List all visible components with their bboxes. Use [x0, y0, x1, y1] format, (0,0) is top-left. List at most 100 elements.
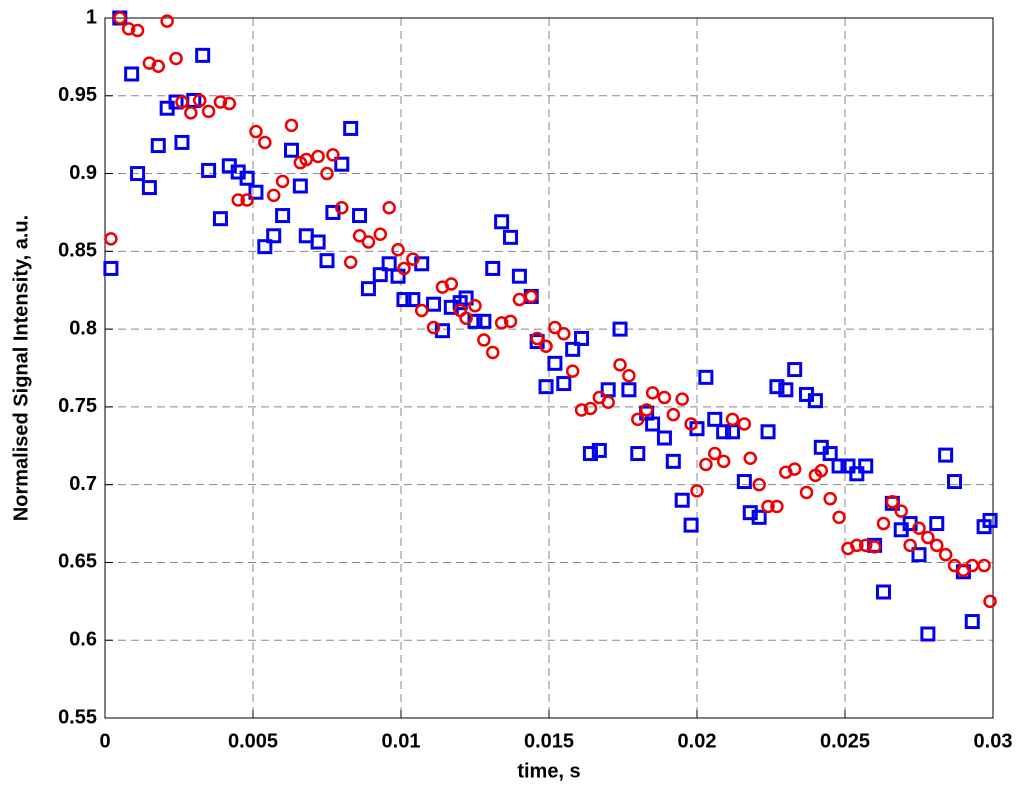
square-marker — [751, 509, 767, 525]
y-tick-label: 0.8 — [69, 317, 97, 339]
circle-marker — [320, 166, 334, 181]
circle-marker — [266, 188, 281, 203]
circle-marker — [169, 51, 183, 66]
square-marker — [511, 268, 527, 284]
square-marker — [396, 292, 412, 308]
circle-marker — [716, 454, 731, 469]
circle-marker — [867, 540, 882, 554]
square-marker — [858, 458, 874, 474]
square-marker — [168, 94, 184, 110]
square-marker — [310, 234, 326, 250]
circle-marker — [639, 403, 654, 417]
square-marker — [807, 393, 823, 409]
circle-marker — [382, 201, 396, 215]
circle-marker — [275, 174, 290, 189]
y-tick-label: 0.65 — [58, 551, 97, 573]
circle-marker — [335, 201, 349, 215]
square-marker — [248, 184, 264, 200]
circle-marker — [743, 451, 758, 465]
square-marker — [911, 547, 927, 563]
x-tick-label: 0 — [99, 730, 110, 752]
circle-marker — [311, 149, 325, 164]
circle-marker — [284, 118, 299, 133]
square-marker — [239, 170, 255, 186]
circle-marker — [737, 417, 752, 431]
circle-marker — [213, 95, 228, 109]
square-marker — [736, 474, 752, 490]
square-marker — [665, 453, 681, 469]
square-marker — [831, 458, 847, 474]
circle-marker — [468, 299, 482, 313]
square-marker — [334, 156, 350, 172]
square-marker — [822, 446, 838, 462]
circle-marker — [613, 358, 627, 372]
square-marker — [645, 416, 661, 432]
circle-marker — [858, 538, 873, 553]
circle-marker — [486, 345, 500, 360]
square-marker — [938, 447, 954, 463]
circle-marker — [690, 484, 704, 498]
square-marker — [674, 492, 690, 508]
circle-marker — [799, 485, 814, 500]
x-tick-label: 0.005 — [228, 730, 278, 752]
circle-marker — [113, 11, 127, 25]
square-marker — [434, 323, 450, 339]
circle-marker — [121, 22, 136, 36]
square-marker — [920, 626, 936, 642]
y-tick-label: 1 — [86, 6, 97, 28]
square-marker — [707, 411, 723, 427]
square-marker — [982, 512, 998, 528]
circle-marker — [823, 491, 837, 506]
circle-marker — [240, 193, 254, 207]
square-marker — [591, 442, 607, 458]
square-marker — [929, 516, 945, 532]
square-marker — [352, 208, 368, 224]
square-marker — [840, 458, 856, 474]
circle-marker — [770, 499, 784, 514]
circle-marker — [512, 292, 527, 307]
circle-marker — [524, 289, 538, 304]
square-marker — [150, 138, 166, 154]
circle-marker — [414, 303, 429, 318]
circle-marker — [530, 331, 544, 346]
square-marker — [467, 313, 483, 329]
y-axis-label: Normalised Signal Intensity, a.u. — [10, 215, 32, 521]
circle-marker — [814, 463, 829, 478]
x-tick-label: 0.025 — [820, 730, 870, 752]
circle-marker — [104, 232, 118, 246]
square-marker — [257, 239, 273, 255]
y-tick-label: 0.95 — [58, 84, 97, 106]
square-marker — [760, 424, 776, 440]
circle-marker — [444, 277, 459, 291]
square-marker — [503, 229, 519, 245]
circle-marker — [130, 23, 145, 38]
circle-marker — [850, 538, 864, 553]
square-marker — [360, 281, 376, 297]
square-marker — [849, 466, 865, 482]
circle-marker — [977, 558, 991, 573]
circle-marker — [894, 504, 908, 518]
circle-marker — [787, 462, 802, 476]
square-marker — [124, 66, 140, 82]
square-marker — [381, 256, 397, 272]
y-tick-label: 0.75 — [58, 395, 97, 417]
circle-marker — [192, 93, 207, 108]
circle-marker — [249, 124, 263, 139]
circle-marker — [343, 255, 358, 269]
y-tick-label: 0.85 — [58, 240, 97, 262]
circle-marker — [557, 327, 571, 341]
square-marker — [787, 362, 803, 378]
x-tick-label: 0.01 — [382, 730, 421, 752]
square-marker — [476, 313, 492, 329]
square-marker — [630, 446, 646, 462]
square-marker — [612, 321, 628, 337]
circle-marker — [406, 252, 420, 266]
circle-marker — [326, 148, 340, 162]
circle-marker — [684, 417, 698, 431]
circle-marker — [583, 401, 598, 416]
circle-marker — [426, 320, 441, 335]
circle-marker — [631, 412, 645, 427]
square-marker — [494, 214, 510, 230]
circle-marker — [184, 106, 198, 120]
circle-marker — [921, 530, 935, 545]
